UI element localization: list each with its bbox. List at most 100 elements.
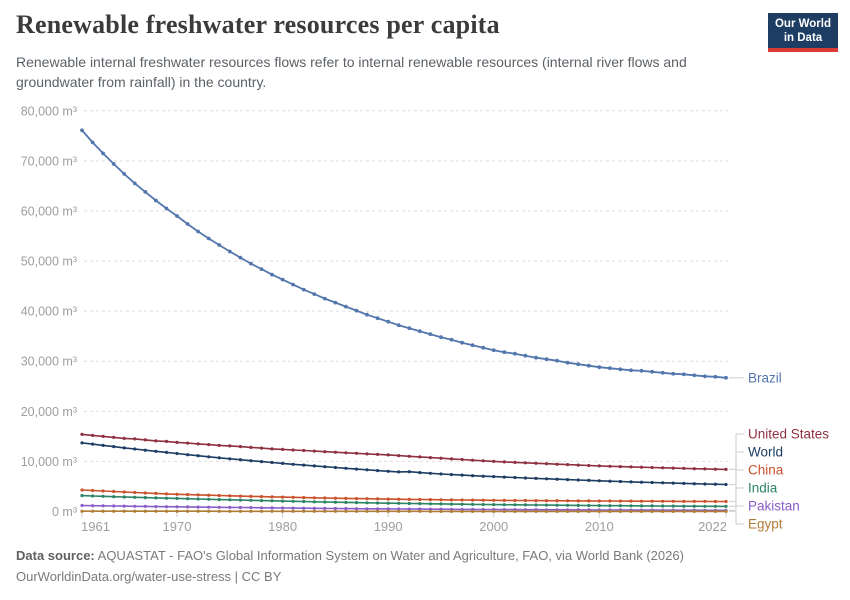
series-dot <box>502 350 507 355</box>
datasource-label: Data source: <box>16 548 95 563</box>
series-dot <box>207 509 211 513</box>
series-dot <box>249 261 253 266</box>
series-dot <box>312 464 316 468</box>
series-dot <box>555 358 559 363</box>
x-axis-label: 1970 <box>163 519 192 534</box>
series-dot <box>534 461 538 465</box>
series-dot <box>143 491 147 495</box>
series-dot <box>608 509 612 513</box>
series-dot <box>238 458 242 462</box>
series-dot <box>502 475 506 479</box>
series-dot <box>661 504 665 508</box>
y-axis-label: 40,000 m³ <box>21 305 77 319</box>
series-dot <box>650 509 654 513</box>
series-dot <box>143 448 147 452</box>
series-dot <box>217 505 221 509</box>
series-dot <box>259 267 264 271</box>
series-label-china[interactable]: China <box>748 463 784 478</box>
series-line-china[interactable] <box>81 489 726 503</box>
series-dot <box>376 501 380 505</box>
series-label-world[interactable]: World <box>748 445 783 460</box>
series-dot <box>618 367 623 372</box>
series-dot <box>259 446 264 450</box>
series-dot <box>650 369 654 374</box>
series-dot <box>428 509 432 513</box>
series-dot <box>238 255 243 260</box>
x-axis-label: 2000 <box>479 519 508 534</box>
owid-logo[interactable]: Our World in Data <box>768 13 838 52</box>
series-label-egypt[interactable]: Egypt <box>748 517 783 532</box>
series-dot <box>323 506 327 510</box>
series-label-brazil[interactable]: Brazil <box>748 370 782 385</box>
series-dot <box>492 459 496 463</box>
series-label-united-states[interactable]: United States <box>748 427 829 442</box>
series-dot <box>80 128 84 133</box>
series-dot <box>90 140 95 145</box>
series-dot <box>333 500 337 504</box>
series-dot <box>713 467 718 471</box>
series-dot <box>449 457 454 461</box>
series-dot <box>566 499 570 503</box>
series-line-india[interactable] <box>81 494 727 508</box>
series-dot <box>492 498 496 502</box>
series-dot <box>597 509 601 513</box>
datasource-line: Data source: AQUASTAT - FAO's Global Inf… <box>16 546 836 566</box>
series-dot <box>196 509 200 513</box>
series-dot <box>692 373 697 378</box>
series-dot <box>365 501 369 505</box>
series-dot <box>661 499 665 503</box>
series-dot <box>639 465 644 469</box>
series-label-pakistan[interactable]: Pakistan <box>748 499 800 514</box>
series-line-brazil[interactable] <box>81 129 727 379</box>
datasource-text: AQUASTAT - FAO's Global Information Syst… <box>94 548 684 563</box>
series-dot <box>682 504 686 508</box>
series-dot <box>587 503 591 508</box>
series-dot <box>133 447 137 451</box>
series-dot <box>576 463 580 467</box>
series-dot <box>396 323 401 328</box>
series-dot <box>671 466 675 470</box>
series-dot <box>439 456 443 460</box>
series-dot <box>249 506 253 510</box>
series-dot <box>91 488 95 493</box>
series-dot <box>80 488 84 492</box>
series-line-united-states[interactable] <box>81 433 727 471</box>
series-dot <box>112 495 116 499</box>
series-dot <box>460 498 464 502</box>
series-dot <box>80 441 84 445</box>
series-label-india[interactable]: India <box>748 481 778 496</box>
x-axis-label: 1980 <box>268 519 297 534</box>
series-dot <box>481 474 485 478</box>
series-dot <box>692 467 696 471</box>
series-dot <box>217 243 222 247</box>
series-dot <box>154 505 158 509</box>
label-connector <box>729 469 744 503</box>
series-dot <box>312 449 316 453</box>
series-dot <box>101 434 105 438</box>
series-dot <box>460 457 464 462</box>
series-dot <box>576 503 580 507</box>
footer-url-link[interactable]: OurWorldinData.org/water-use-stress <box>16 569 232 584</box>
series-dot <box>270 506 274 510</box>
series-dot <box>291 506 295 510</box>
series-dot <box>281 495 285 499</box>
series-dot <box>80 432 84 436</box>
series-dot <box>164 492 169 496</box>
series-dot <box>639 499 644 503</box>
series-dot <box>207 455 211 459</box>
series-line-world[interactable] <box>81 442 727 486</box>
owid-logo-line1: Our World <box>774 18 831 30</box>
series-dot <box>270 460 274 465</box>
series-dot <box>576 509 580 513</box>
series-line-pakistan[interactable] <box>81 504 726 512</box>
series-dot <box>91 504 95 508</box>
series-dot <box>397 501 401 505</box>
series-dot <box>439 472 443 476</box>
series-dot <box>365 468 369 472</box>
series-dot <box>566 463 570 467</box>
series-dot <box>281 509 285 513</box>
series-dot <box>703 482 707 486</box>
series-dot <box>671 504 675 508</box>
series-dot <box>217 443 221 447</box>
